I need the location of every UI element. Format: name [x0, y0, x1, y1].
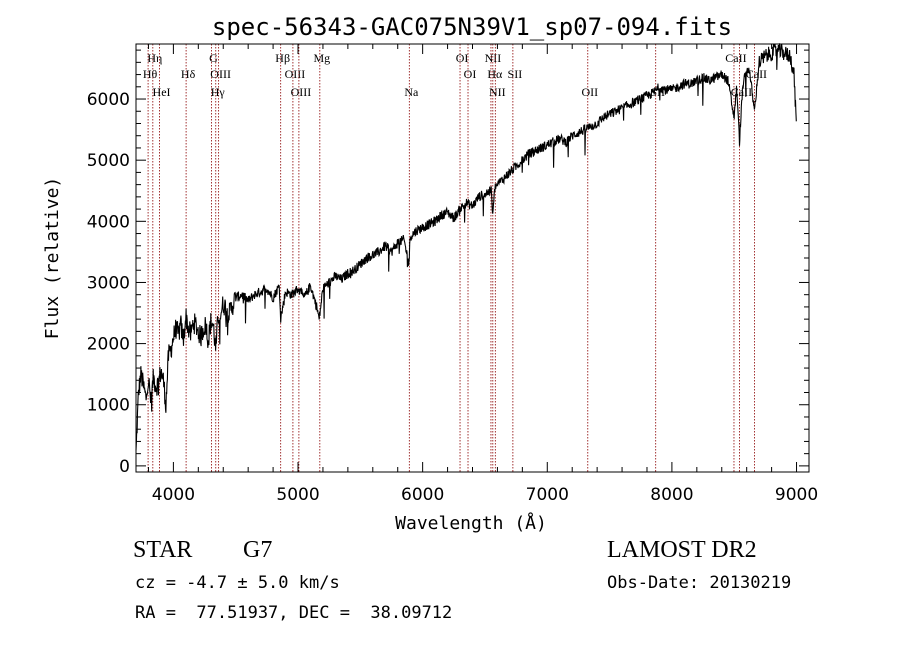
line-marker-label: Na — [404, 85, 419, 99]
y-tick-label: 6000 — [87, 90, 130, 110]
y-tick-label: 0 — [119, 457, 130, 477]
spectrum-line — [135, 42, 797, 451]
line-marker-label: NII — [485, 51, 502, 65]
line-marker-label: Hδ — [181, 67, 196, 81]
line-marker-label: OIII — [291, 85, 312, 99]
axis-ticks: 4000 5000 6000 7000 8000 9000 0 1000 2000 3000 400… — [87, 44, 818, 505]
line-marker-label: OI — [456, 51, 469, 65]
line-marker-label: Hβ — [275, 51, 290, 65]
line-markers: HηHθHeIHδGOIIIHγHβOIIIOIIIMgNaOIOINIIHαN… — [143, 44, 767, 472]
x-tick-label: 6000 — [401, 485, 444, 505]
line-marker-label: Mg — [313, 51, 330, 65]
y-tick-label: 5000 — [87, 151, 130, 171]
chart-title: spec-56343-GAC075N39V1_sp07-094.fits — [212, 13, 732, 41]
x-tick-label: 9000 — [775, 485, 818, 505]
y-tick-label: 3000 — [87, 273, 130, 293]
line-marker-label: Hη — [147, 51, 162, 65]
line-marker-label: CaII — [731, 85, 752, 99]
redshift-cz: cz = -4.7 ± 5.0 km/s — [135, 573, 340, 593]
x-tick-label: 8000 — [650, 485, 693, 505]
x-tick-label: 5000 — [276, 485, 319, 505]
line-marker-label: G — [209, 51, 218, 65]
x-axis-label: Wavelength (Å) — [395, 512, 547, 534]
line-marker-label: OI — [464, 67, 477, 81]
line-marker-label: HeI — [153, 85, 171, 99]
y-axis-label: Flux (relative) — [42, 177, 63, 340]
line-marker-label: OIII — [210, 67, 231, 81]
line-marker-label: OII — [581, 85, 598, 99]
y-tick-label: 4000 — [87, 212, 130, 232]
line-marker-label: OIII — [285, 67, 306, 81]
survey-name: LAMOST DR2 — [607, 537, 757, 563]
x-tick-label: 7000 — [526, 485, 569, 505]
coordinates: RA = 77.51937, DEC = 38.09712 — [135, 603, 453, 623]
line-marker-label: CaII — [725, 51, 746, 65]
line-marker-label: SII — [508, 67, 523, 81]
line-marker-label: CaII — [746, 67, 767, 81]
object-class: STAR — [133, 537, 193, 563]
line-marker-label: Hθ — [143, 67, 158, 81]
y-tick-label: 2000 — [87, 335, 130, 355]
x-tick-label: 4000 — [152, 485, 195, 505]
line-marker-label: NII — [489, 85, 506, 99]
line-marker-label: Hγ — [211, 85, 226, 99]
y-tick-label: 1000 — [87, 396, 130, 416]
obs-date: Obs-Date: 20130219 — [607, 573, 792, 593]
object-subclass: G7 — [243, 537, 273, 563]
plot-frame — [135, 43, 810, 473]
